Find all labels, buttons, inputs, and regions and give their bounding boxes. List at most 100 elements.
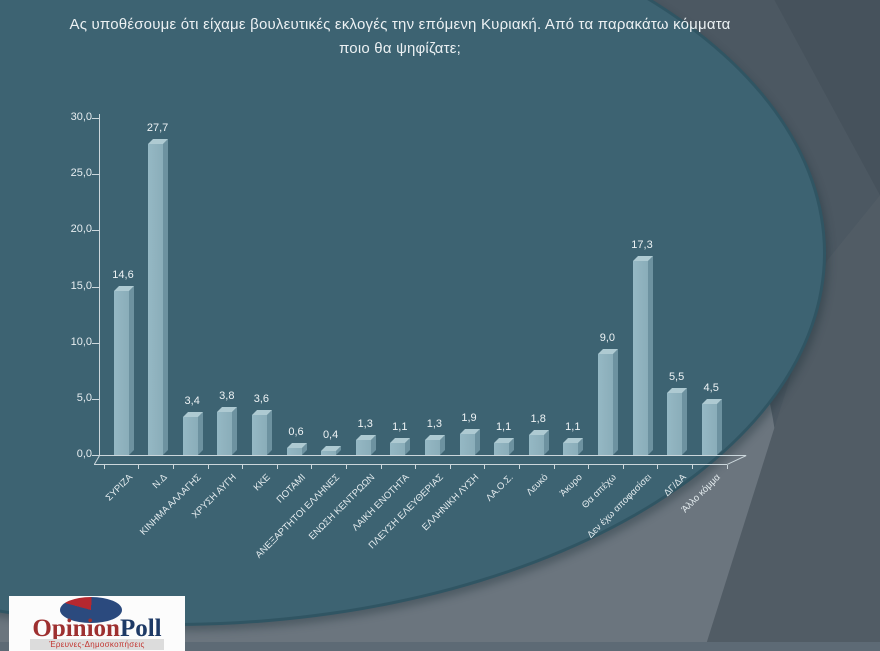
x-axis bbox=[99, 455, 746, 456]
bar bbox=[113, 291, 129, 455]
bar-value-label: 0,4 bbox=[322, 428, 339, 441]
pie-chart-icon bbox=[60, 597, 122, 623]
bar-value-label: 17,3 bbox=[631, 238, 653, 251]
category-label: ΣΥΡΙΖΑ bbox=[103, 472, 135, 504]
x-tick-mark bbox=[207, 465, 209, 469]
category-label: Άκυρο bbox=[557, 472, 585, 499]
bar-side-face bbox=[266, 409, 272, 455]
bar-value-label: 1,1 bbox=[565, 420, 581, 433]
x-tick-mark bbox=[172, 465, 174, 469]
category-label: ΚΙΝΗΜΑ ΑΛΛΑΓΗΣ bbox=[138, 472, 204, 538]
x-tick-mark bbox=[691, 465, 693, 469]
bar bbox=[597, 353, 613, 455]
bar-side-face bbox=[232, 407, 238, 455]
bar bbox=[251, 414, 267, 455]
bar-value-label: 1,3 bbox=[426, 418, 443, 431]
category-label: ΕΝΩΣΗ ΚΕΝΤΡΩΩΝ bbox=[306, 472, 377, 543]
bar-side-face bbox=[197, 411, 203, 455]
bar-value-label: 27,7 bbox=[146, 121, 169, 134]
bar bbox=[424, 440, 440, 455]
opinion-poll-logo: OpinionPoll Έρευνες-Δημοσκοπήσεις bbox=[9, 596, 185, 651]
y-tick-mark bbox=[92, 118, 99, 120]
x-tick-mark bbox=[276, 465, 278, 469]
bar bbox=[286, 448, 302, 455]
x-tick-mark bbox=[242, 465, 244, 469]
logo-subtitle: Έρευνες-Δημοσκοπήσεις bbox=[30, 639, 164, 650]
bar bbox=[217, 412, 233, 455]
x-axis-front-edge bbox=[94, 464, 727, 465]
bar-side-face bbox=[682, 388, 688, 455]
y-tick-mark bbox=[92, 174, 99, 176]
logo-wordmark: OpinionPoll bbox=[9, 616, 185, 642]
y-axis bbox=[99, 114, 100, 455]
bar-value-label: 1,3 bbox=[357, 418, 373, 431]
category-label: Λευκό bbox=[524, 472, 550, 498]
bar bbox=[321, 450, 337, 455]
bar-value-label: 14,6 bbox=[112, 269, 134, 282]
bar bbox=[390, 442, 406, 455]
bar bbox=[459, 433, 475, 455]
x-tick-mark bbox=[138, 465, 140, 469]
x-tick-mark bbox=[449, 465, 451, 469]
bar-value-label: 3,6 bbox=[253, 392, 270, 405]
y-tick-label: 0,0 bbox=[76, 448, 92, 460]
x-tick-mark bbox=[588, 465, 590, 469]
x-tick-mark bbox=[553, 465, 555, 469]
x-tick-mark bbox=[622, 465, 624, 469]
bar bbox=[667, 393, 683, 455]
logo-word-poll: Poll bbox=[119, 615, 162, 642]
x-tick-mark bbox=[311, 465, 313, 469]
bar-side-face bbox=[716, 399, 722, 455]
y-tick-mark bbox=[92, 230, 99, 232]
floor-right-edge bbox=[727, 455, 747, 465]
bar bbox=[701, 404, 717, 455]
bar-value-label: 1,1 bbox=[495, 420, 512, 433]
bar-side-face bbox=[128, 286, 134, 455]
x-tick-mark bbox=[518, 465, 520, 469]
category-label: ΚΚΕ bbox=[251, 472, 274, 494]
bar-value-label: 1,8 bbox=[530, 412, 546, 425]
y-tick-mark bbox=[92, 398, 99, 400]
y-tick-mark bbox=[92, 286, 99, 288]
bar bbox=[182, 416, 198, 455]
x-tick-mark bbox=[380, 465, 382, 469]
category-label: ΔΓ/ΔΑ bbox=[661, 472, 689, 499]
bar-value-label: 4,5 bbox=[703, 382, 719, 395]
bar-value-label: 1,9 bbox=[461, 411, 477, 424]
x-tick-mark bbox=[657, 465, 659, 469]
bar bbox=[355, 440, 371, 455]
page-title: Ας υποθέσουμε ότι είχαμε βουλευτικές εκλ… bbox=[40, 13, 760, 61]
bar-value-label: 1,1 bbox=[392, 420, 408, 433]
x-tick-mark bbox=[103, 465, 105, 469]
y-tick-mark bbox=[92, 342, 99, 344]
y-tick-label: 10,0 bbox=[70, 335, 92, 348]
y-tick-mark bbox=[92, 455, 99, 456]
page-title-line1: Ας υποθέσουμε ότι είχαμε βουλευτικές εκλ… bbox=[69, 16, 731, 33]
x-tick-mark bbox=[726, 465, 728, 469]
logo-word-opinion: Opinion bbox=[32, 615, 120, 642]
bar-value-label: 3,4 bbox=[184, 394, 200, 407]
y-tick-label: 20,0 bbox=[70, 223, 92, 236]
category-label: ΠΟΤΑΜΙ bbox=[274, 472, 308, 506]
y-tick-label: 15,0 bbox=[70, 279, 92, 292]
bar bbox=[148, 143, 164, 455]
x-tick-mark bbox=[484, 465, 486, 469]
bar-side-face bbox=[163, 138, 169, 455]
bar-value-label: 9,0 bbox=[599, 331, 616, 344]
bar-side-face bbox=[612, 348, 618, 455]
category-label: ΛΑ.Ο.Σ. bbox=[483, 472, 516, 504]
bar bbox=[494, 442, 510, 455]
bar bbox=[632, 260, 648, 455]
y-tick-label: 30,0 bbox=[70, 111, 92, 124]
page-title-line2: ποιο θα ψηφίζατε; bbox=[338, 40, 462, 57]
bar-value-label: 0,6 bbox=[288, 426, 304, 439]
category-label: Ν.Δ bbox=[150, 472, 170, 491]
x-tick-mark bbox=[345, 465, 347, 469]
x-tick-mark bbox=[415, 465, 417, 469]
bar-value-label: 3,8 bbox=[219, 390, 235, 403]
category-label: Δεν έχω αποφασίσει bbox=[585, 472, 654, 541]
bar-side-face bbox=[647, 255, 653, 455]
background-bottom-strip bbox=[0, 642, 880, 651]
